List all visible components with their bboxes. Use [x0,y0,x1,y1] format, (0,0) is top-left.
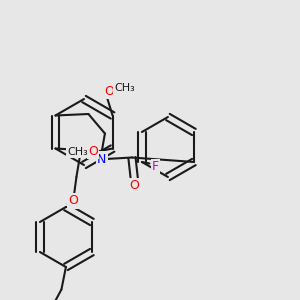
Text: N: N [97,152,106,166]
Text: O: O [88,145,98,158]
Text: O: O [105,85,115,98]
Text: CH₃: CH₃ [67,146,88,157]
Text: O: O [129,179,139,192]
Text: O: O [68,194,78,208]
Text: CH₃: CH₃ [114,82,135,93]
Text: F: F [152,160,159,173]
